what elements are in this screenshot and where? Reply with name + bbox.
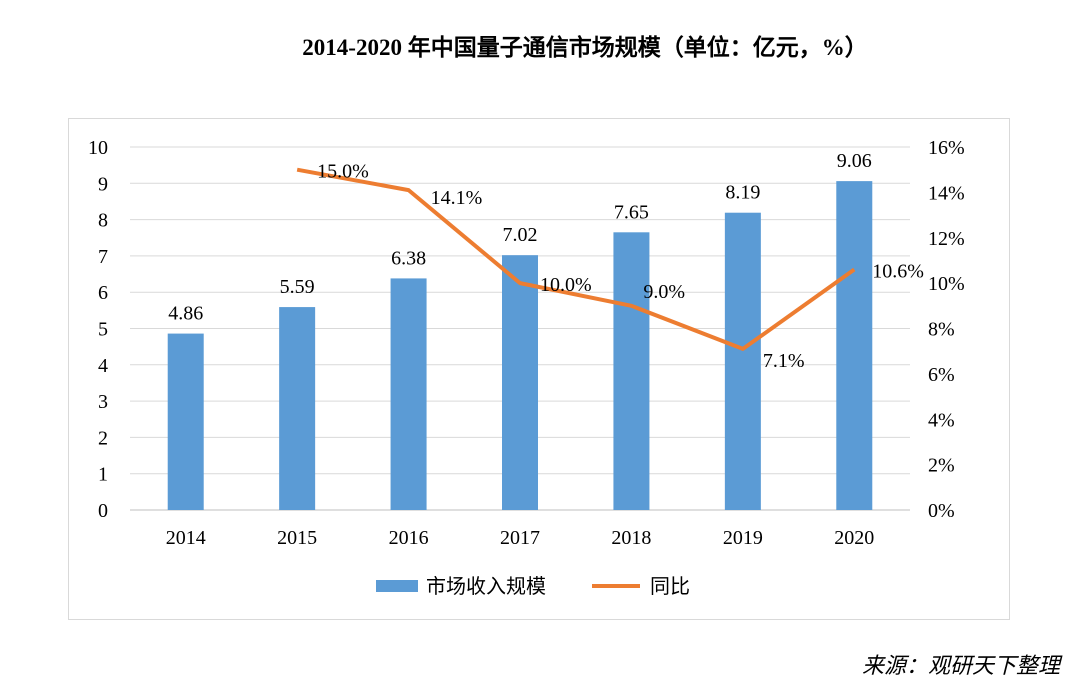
bar [279,307,316,510]
x-tick-label: 2015 [277,527,317,549]
y-right-tick-label: 14% [928,182,965,204]
x-tick-label: 2017 [500,527,540,549]
y-left-tick-label: 8 [98,210,108,232]
chart-title: 2014-2020 年中国量子通信市场规模（单位：亿元，%） [302,35,868,60]
y-right-tick-label: 12% [928,228,965,250]
chart-frame [68,118,1010,620]
line-data-label: 10.0% [540,274,592,296]
line-data-label: 10.6% [872,261,924,283]
y-left-tick-label: 3 [98,391,108,413]
y-right-tick-label: 2% [928,455,955,477]
bar-data-label: 8.19 [725,182,760,204]
source-note: 来源：观研天下整理 [861,653,1060,678]
y-left-tick-label: 4 [98,355,108,377]
y-left-tick-label: 9 [98,173,108,195]
bar [167,333,204,510]
y-right-tick-label: 16% [928,137,965,159]
x-tick-label: 2014 [166,527,206,549]
legend-label-bar: 市场收入规模 [426,575,546,598]
bar-data-label: 6.38 [391,247,426,269]
y-left-tick-label: 1 [98,464,108,486]
line-series [296,167,856,351]
bar-data-label: 7.65 [614,201,649,223]
x-tick-label: 2020 [834,527,874,549]
legend-swatch-bar [376,580,418,592]
bar-data-label: 5.59 [280,276,315,298]
bar [836,181,873,510]
x-tick-label: 2016 [389,527,429,549]
y-left-tick-label: 10 [88,137,108,159]
legend-label-line: 同比 [650,575,690,598]
x-tick-label: 2018 [611,527,651,549]
bar [390,278,427,510]
y-left-tick-label: 6 [98,282,108,304]
x-tick-label: 2019 [723,527,763,549]
bar-data-label: 4.86 [168,303,203,325]
bar [613,232,650,510]
bar [502,255,538,510]
y-left-tick-label: 2 [98,427,108,449]
line-data-label: 7.1% [763,350,805,372]
y-right-tick-label: 8% [928,319,955,341]
bar-data-label: 9.06 [837,150,872,172]
line-data-label: 15.0% [317,161,369,183]
y-right-tick-label: 0% [928,500,955,522]
line-data-label: 14.1% [431,187,483,209]
y-right-tick-label: 10% [928,273,965,295]
y-right-tick-label: 6% [928,364,955,386]
bar [724,212,761,510]
y-left-tick-label: 5 [98,319,108,341]
line-data-label: 9.0% [643,281,685,303]
y-right-tick-label: 4% [928,409,955,431]
y-left-tick-label: 0 [98,500,108,522]
bar-data-label: 7.02 [503,224,538,246]
y-left-tick-label: 7 [98,246,108,268]
